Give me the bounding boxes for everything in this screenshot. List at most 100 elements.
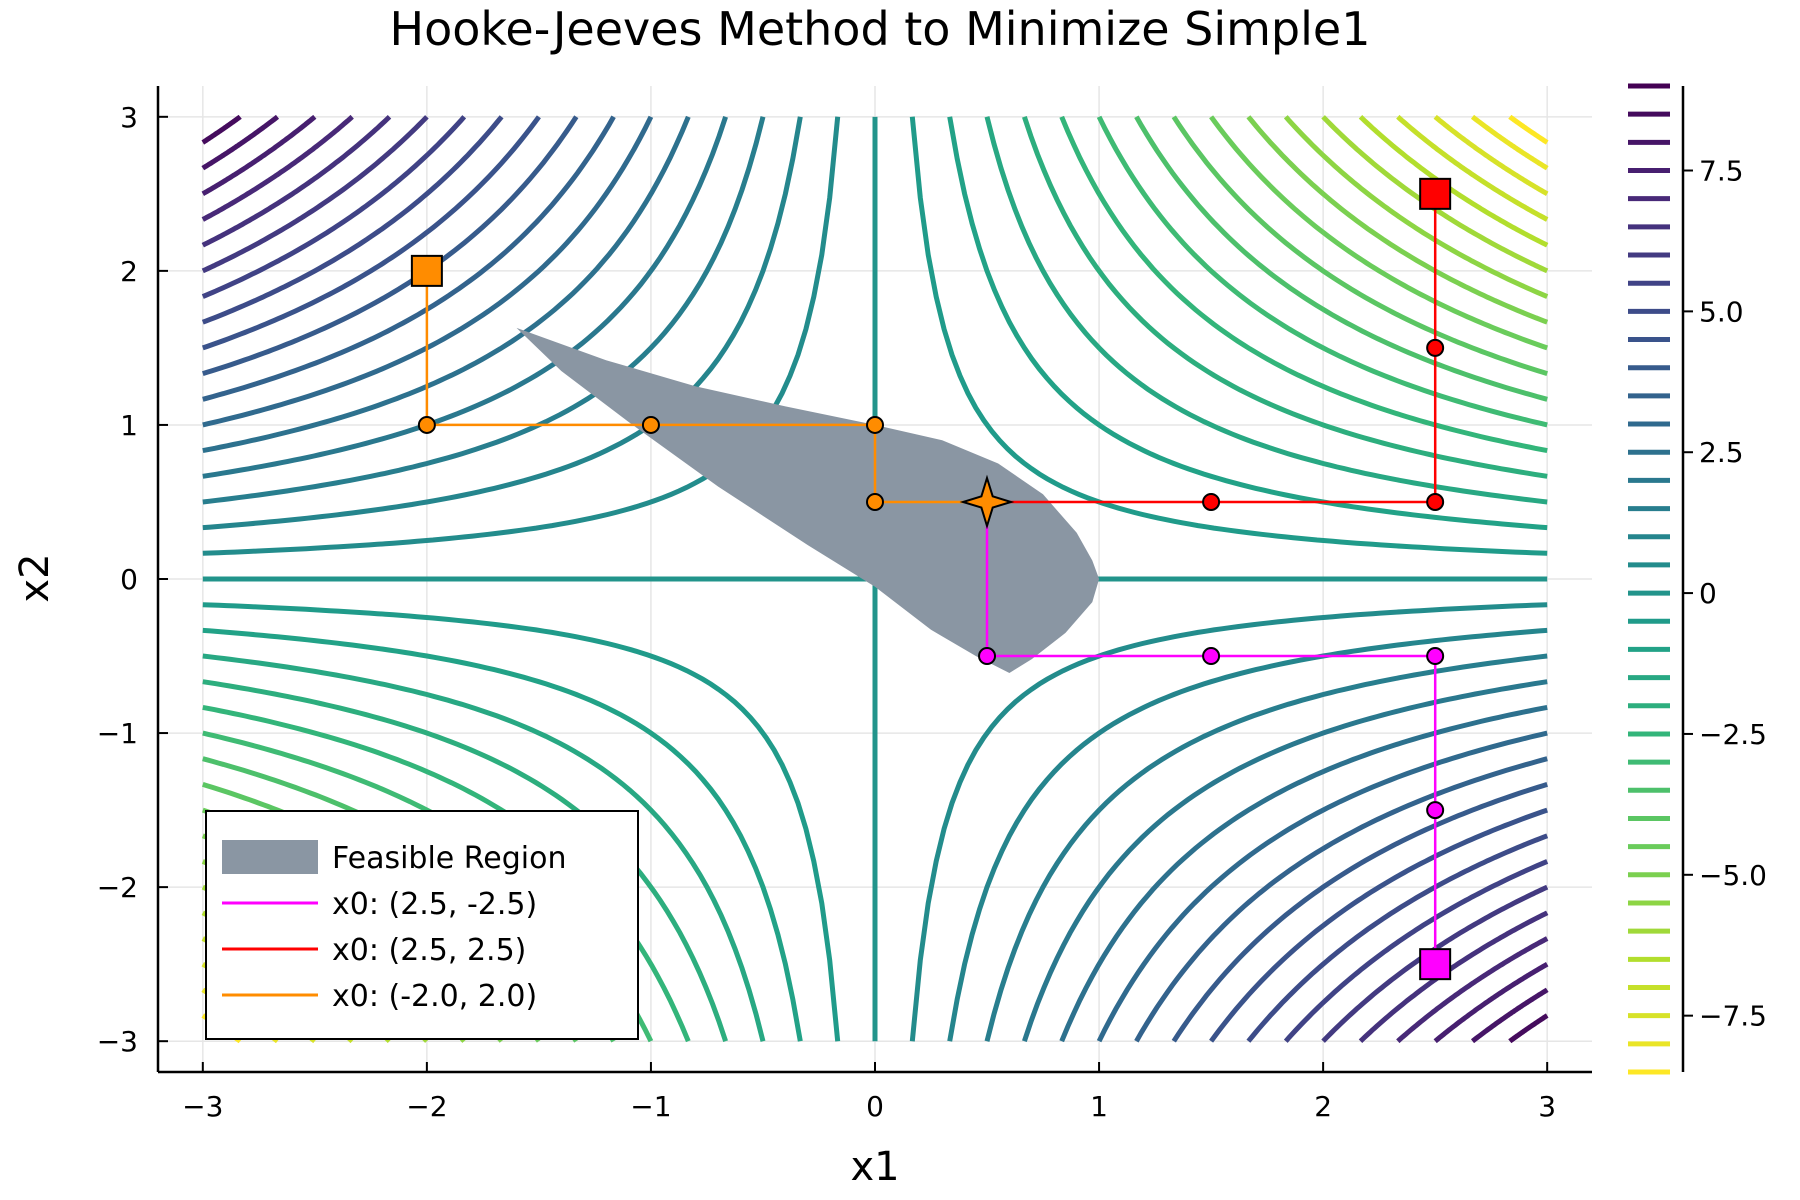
contour-line [1096, 115, 1548, 428]
contour-line [1246, 115, 1549, 325]
series-line [425, 270, 987, 504]
legend-label: x0: (-2.0, 2.0) [332, 979, 537, 1014]
y-tick-label: 2 [120, 255, 138, 288]
x-tick-label: 2 [1314, 1090, 1332, 1123]
contour-line [1470, 987, 1549, 1044]
data-point [1426, 338, 1445, 357]
contour-line [1022, 679, 1548, 1042]
data-point [1202, 492, 1221, 511]
colorbar-tick-label: −2.5 [1699, 718, 1767, 751]
contour-line [1396, 936, 1549, 1044]
y-tick-label: −2 [97, 871, 138, 904]
start-square-marker [1419, 177, 1452, 210]
data-point [866, 492, 884, 511]
contour-line [201, 114, 354, 222]
data-point [417, 415, 436, 434]
data-point [978, 647, 997, 666]
contour-line [1209, 807, 1548, 1043]
contour-line [1433, 114, 1549, 196]
contour-line [1508, 1013, 1549, 1044]
legend-label: x0: (2.5, 2.5) [332, 933, 526, 968]
y-tick-label: −1 [97, 717, 138, 750]
contour-line [201, 115, 429, 274]
data-point [641, 415, 660, 434]
legend-label: Feasible Region [332, 841, 567, 876]
contour-line [1209, 115, 1548, 351]
colorbar-tick-label: 2.5 [1699, 436, 1744, 469]
contour-line [1059, 704, 1548, 1043]
contour-line [1171, 782, 1548, 1043]
contour-line [202, 116, 766, 505]
colorbar-tick-label: 7.5 [1699, 155, 1744, 188]
contour-line [202, 115, 691, 454]
legend: Feasible Region x0: (2.5, -2.5) x0: (2.5, … [205, 810, 639, 1040]
contour-line [1283, 859, 1549, 1043]
feasible-region [516, 327, 1100, 673]
contour-line [1171, 115, 1548, 376]
colorbar-tick-label: 5.0 [1699, 295, 1744, 328]
feasible-region-layer [516, 327, 1100, 673]
contour-line [947, 627, 1548, 1042]
y-axis-label: x2 [12, 553, 58, 602]
colorbar-tick-label: 0 [1699, 577, 1717, 610]
chart-title: Hooke-Jeeves Method to Minimize Simple1 [390, 2, 1371, 56]
legend-swatch-feasible-region [222, 840, 318, 874]
contour-line [1433, 962, 1549, 1044]
y-tick-label: −3 [97, 1025, 138, 1058]
data-point [1426, 647, 1445, 666]
series-line [985, 502, 1437, 965]
x-tick-label: −1 [630, 1090, 671, 1123]
start-square-marker [410, 254, 443, 287]
contour-line [201, 114, 317, 196]
contour-line [202, 115, 616, 402]
contour-line [1134, 756, 1548, 1043]
start-square-marker [1419, 948, 1452, 981]
contour-line [202, 116, 803, 531]
data-point [866, 415, 884, 434]
colorbar-tick-label: −5.0 [1699, 859, 1767, 892]
contour-line [1246, 833, 1549, 1043]
series-line [987, 193, 1437, 504]
contour-line [201, 114, 242, 145]
contour-line [1470, 114, 1549, 171]
x-tick-label: −2 [406, 1090, 447, 1123]
x-tick-label: 0 [866, 1090, 884, 1123]
contour-line [1396, 114, 1549, 222]
contour-line [201, 115, 467, 299]
contour-line [202, 653, 766, 1042]
x-axis-label: x1 [850, 1144, 899, 1190]
contour-line [1283, 115, 1549, 299]
contour-lines [201, 114, 1549, 1044]
contour-line [201, 114, 280, 171]
legend-label: x0: (2.5, -2.5) [332, 887, 537, 922]
contour-line [201, 114, 392, 248]
data-point [1426, 492, 1445, 511]
contour-line [202, 116, 728, 479]
colorbar-tick-label: −7.5 [1699, 1000, 1767, 1033]
series-layer [410, 177, 1452, 981]
optimum-star-marker [959, 474, 1015, 530]
contour-line [984, 116, 1548, 505]
contour-line [202, 627, 803, 1042]
colorbar: 7.5 5.0 2.5 0 −2.5 −5.0 −7.5 [1628, 83, 1767, 1075]
contour-line [201, 115, 504, 325]
contour-line [1134, 115, 1548, 402]
x-tick-label: 1 [1090, 1090, 1108, 1123]
contour-line [1022, 116, 1548, 479]
contour-line [909, 602, 1548, 1042]
x-tick-label: −3 [182, 1090, 223, 1123]
data-point [1426, 801, 1445, 820]
contour-line [202, 602, 841, 1042]
contour-line [1508, 114, 1549, 145]
contour-line [947, 116, 1548, 531]
contour-line [1358, 114, 1549, 248]
y-tick-label: 1 [120, 409, 138, 442]
contour-line [202, 115, 541, 351]
axes: −3 −2 −1 0 1 2 3 −3 −2 −1 0 1 2 3 [97, 86, 1592, 1123]
data-point [1202, 647, 1221, 666]
contour-line [202, 115, 579, 376]
contour-line [1358, 910, 1549, 1044]
contour-line [1096, 730, 1548, 1043]
y-tick-label: 0 [120, 563, 138, 596]
